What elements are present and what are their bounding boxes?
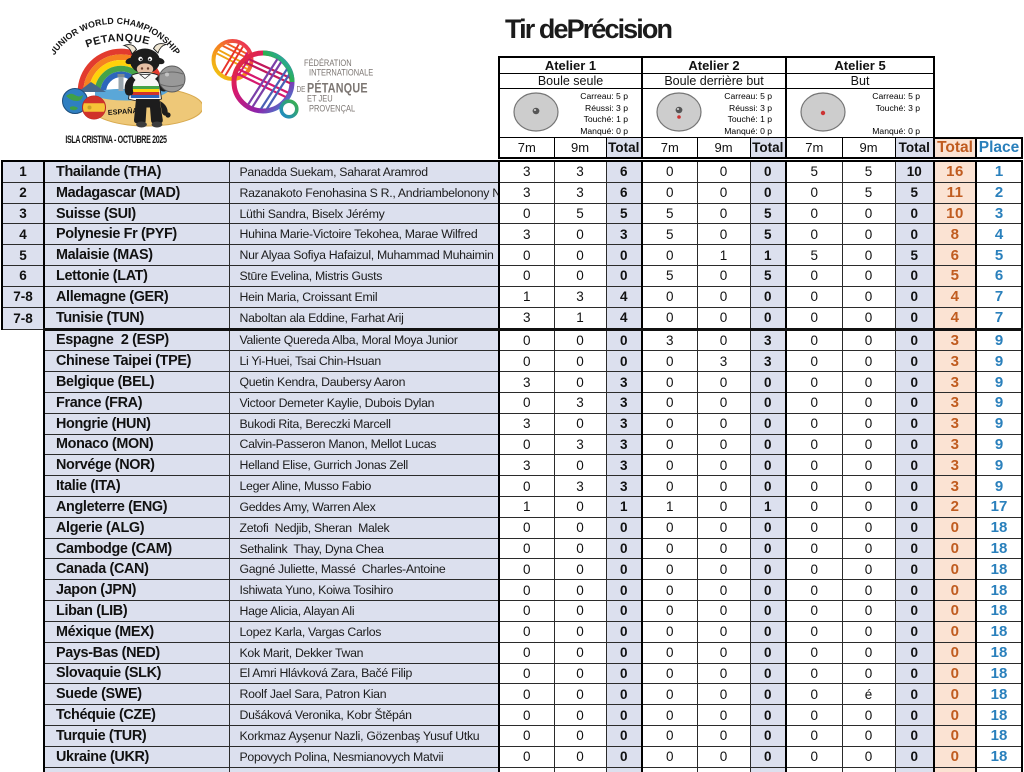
svg-text:ISLA CRISTINA - OCTUBRE 2025: ISLA CRISTINA - OCTUBRE 2025 bbox=[65, 134, 167, 146]
svg-text:DE: DE bbox=[297, 84, 306, 94]
svg-text:ET JEU: ET JEU bbox=[307, 93, 333, 104]
svg-text:PÉTANQUE: PÉTANQUE bbox=[307, 79, 368, 96]
svg-text:ESPAÑA: ESPAÑA bbox=[108, 106, 139, 117]
svg-text:PETANQUE: PETANQUE bbox=[84, 32, 151, 50]
svg-text:FÉDÉRATION: FÉDÉRATION bbox=[304, 57, 352, 68]
svg-text:PROVENÇAL: PROVENÇAL bbox=[309, 103, 355, 114]
svg-text:INTERNATIONALE: INTERNATIONALE bbox=[309, 67, 373, 78]
